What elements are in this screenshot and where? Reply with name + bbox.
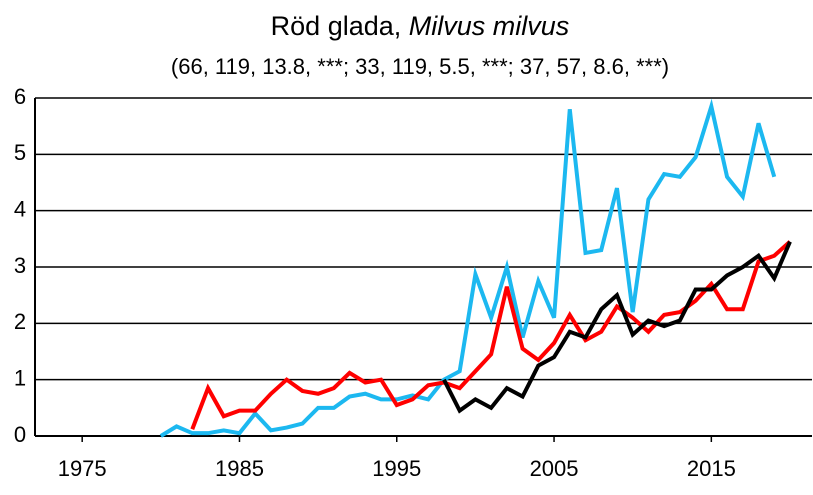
y-tick-label: 2 bbox=[14, 309, 26, 334]
chart-subtitle: (66, 119, 13.8, ***; 33, 119, 5.5, ***; … bbox=[171, 54, 669, 79]
x-tick-label: 1995 bbox=[372, 456, 421, 481]
y-tick-label: 6 bbox=[14, 84, 26, 109]
x-tick-label: 2005 bbox=[530, 456, 579, 481]
x-tick-label: 1985 bbox=[215, 456, 264, 481]
chart-title: Röd glada, Milvus milvus bbox=[271, 11, 570, 41]
series-line bbox=[159, 98, 777, 438]
y-tick-label: 3 bbox=[14, 253, 26, 278]
x-tick-label: 2015 bbox=[687, 456, 736, 481]
title-common: Röd glada, bbox=[271, 11, 402, 41]
series-line bbox=[442, 240, 792, 414]
x-tick-label: 1975 bbox=[58, 456, 107, 481]
y-tick-label: 5 bbox=[14, 140, 26, 165]
series-line bbox=[190, 240, 792, 430]
y-tick-label: 0 bbox=[14, 422, 26, 447]
y-tick-label: 4 bbox=[14, 196, 26, 221]
y-tick-label: 1 bbox=[14, 365, 26, 390]
title-scientific: Milvus milvus bbox=[409, 11, 570, 41]
